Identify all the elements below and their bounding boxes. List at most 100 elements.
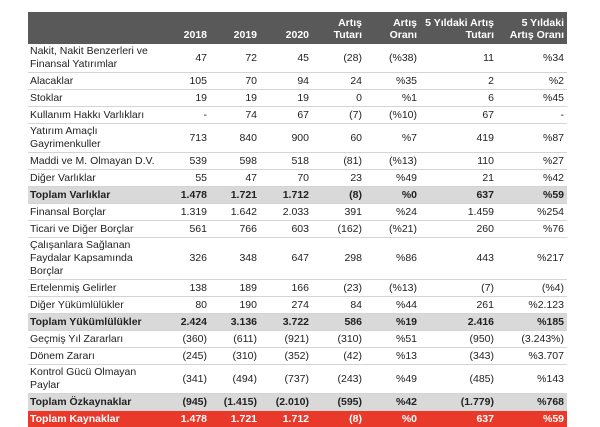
cell: (7) <box>420 280 497 297</box>
cell: 1.478 <box>168 411 210 427</box>
row-label: Kontrol Gücü Olmayan Paylar <box>28 365 168 394</box>
cell: 586 <box>312 314 365 331</box>
row-label: Toplam Kaynaklar <box>28 411 168 427</box>
cell: (3.243%) <box>497 331 567 348</box>
cell: %0 <box>365 411 420 427</box>
cell: (352) <box>260 348 312 365</box>
cell: 1.642 <box>210 204 260 221</box>
row-label: Çalışanlara Sağlanan Faydalar Kapsamında… <box>28 238 168 280</box>
cell: 326 <box>168 238 210 280</box>
cell: 94 <box>260 73 312 90</box>
cell: %42 <box>497 170 567 187</box>
cell: (485) <box>420 365 497 394</box>
cell: 6 <box>420 90 497 107</box>
cell: (%21) <box>365 221 420 238</box>
cell: 24 <box>312 73 365 90</box>
cell: 518 <box>260 153 312 170</box>
cell: 67 <box>420 107 497 124</box>
header-cell: Artış Oranı <box>365 12 420 44</box>
cell: 274 <box>260 297 312 314</box>
cell: 1.721 <box>210 187 260 204</box>
cell: (494) <box>210 365 260 394</box>
cell: 539 <box>168 153 210 170</box>
row-label: Dönem Zararı <box>28 348 168 365</box>
cell: 419 <box>420 124 497 153</box>
cell: 713 <box>168 124 210 153</box>
cell: 260 <box>420 221 497 238</box>
cell: (950) <box>420 331 497 348</box>
cell: (343) <box>420 348 497 365</box>
header-cell: 5 Yıldaki Artış Tutarı <box>420 12 497 44</box>
cell: 637 <box>420 411 497 427</box>
cell: %3.707 <box>497 348 567 365</box>
cell: %185 <box>497 314 567 331</box>
cell: (243) <box>312 365 365 394</box>
cell: %87 <box>497 124 567 153</box>
cell: %86 <box>365 238 420 280</box>
cell: 45 <box>260 44 312 73</box>
header-cell: Artış Tutarı <box>312 12 365 44</box>
table-row: Çalışanlara Sağlanan Faydalar Kapsamında… <box>28 238 567 280</box>
cell: 2 <box>420 73 497 90</box>
cell: 19 <box>210 90 260 107</box>
header-cell <box>28 12 168 44</box>
cell: (611) <box>210 331 260 348</box>
cell: 11 <box>420 44 497 73</box>
cell: (945) <box>168 394 210 411</box>
cell: 74 <box>210 107 260 124</box>
cell: (162) <box>312 221 365 238</box>
cell: 21 <box>420 170 497 187</box>
cell: 298 <box>312 238 365 280</box>
cell: 110 <box>420 153 497 170</box>
cell: 84 <box>312 297 365 314</box>
cell: 105 <box>168 73 210 90</box>
cell: (8) <box>312 187 365 204</box>
cell: %2 <box>497 73 567 90</box>
cell: %76 <box>497 221 567 238</box>
cell: 67 <box>260 107 312 124</box>
cell: %59 <box>497 187 567 204</box>
cell: %42 <box>365 394 420 411</box>
cell: 900 <box>260 124 312 153</box>
cell: %34 <box>497 44 567 73</box>
cell: (310) <box>210 348 260 365</box>
cell: 598 <box>210 153 260 170</box>
cell: 1.478 <box>168 187 210 204</box>
table-row: Kontrol Gücü Olmayan Paylar(341)(494)(73… <box>28 365 567 394</box>
cell: 60 <box>312 124 365 153</box>
cell: %7 <box>365 124 420 153</box>
cell: %45 <box>497 90 567 107</box>
cell: 647 <box>260 238 312 280</box>
cell: 1.712 <box>260 411 312 427</box>
header-cell: 2020 <box>260 12 312 44</box>
row-label: Maddi ve M. Olmayan D.V. <box>28 153 168 170</box>
cell: (341) <box>168 365 210 394</box>
cell: (%10) <box>365 107 420 124</box>
cell: 166 <box>260 280 312 297</box>
row-label: Diğer Yükümlülükler <box>28 297 168 314</box>
cell: %217 <box>497 238 567 280</box>
cell: 47 <box>168 44 210 73</box>
header-cell: 2018 <box>168 12 210 44</box>
cell: 348 <box>210 238 260 280</box>
cell: %24 <box>365 204 420 221</box>
cell: (1.415) <box>210 394 260 411</box>
cell: 55 <box>168 170 210 187</box>
row-label: Stoklar <box>28 90 168 107</box>
cell: 2.416 <box>420 314 497 331</box>
cell: 138 <box>168 280 210 297</box>
cell: 190 <box>210 297 260 314</box>
row-label: Toplam Yükümlülükler <box>28 314 168 331</box>
cell: %1 <box>365 90 420 107</box>
cell: 443 <box>420 238 497 280</box>
cell: (737) <box>260 365 312 394</box>
cell: (%4) <box>497 280 567 297</box>
